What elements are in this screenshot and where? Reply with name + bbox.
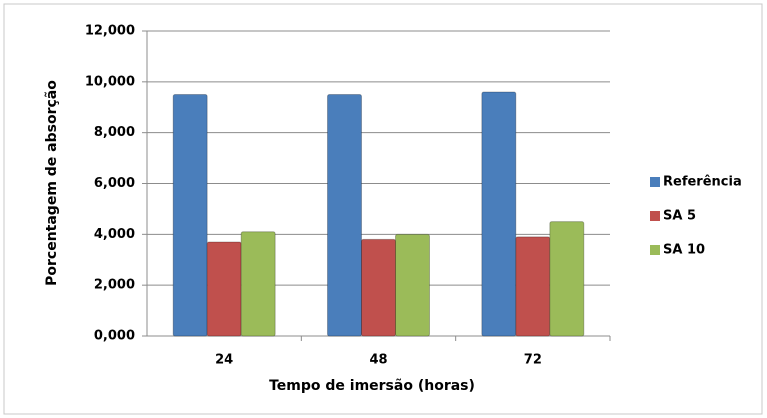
y-tick-label: 0,000 bbox=[94, 329, 135, 344]
bar bbox=[515, 236, 551, 337]
x-tick-label: 48 bbox=[369, 353, 387, 368]
y-axis-title: Porcentagem de absorção bbox=[44, 80, 60, 286]
y-tick-label: 8,000 bbox=[94, 125, 135, 140]
x-tick-label: 24 bbox=[215, 353, 233, 368]
y-tick-label: 6,000 bbox=[94, 176, 135, 191]
bar bbox=[361, 238, 396, 337]
chart-frame bbox=[3, 3, 763, 415]
bar bbox=[395, 233, 430, 337]
y-tick-label: 4,000 bbox=[94, 227, 135, 242]
y-tick-label: 12,000 bbox=[85, 24, 135, 39]
bar bbox=[206, 241, 242, 337]
legend-label: SA 10 bbox=[663, 243, 705, 258]
bar bbox=[327, 94, 362, 337]
legend-swatch bbox=[650, 211, 660, 221]
legend-swatch bbox=[650, 177, 660, 187]
y-tick-label: 10,000 bbox=[85, 74, 135, 89]
bar bbox=[549, 221, 585, 337]
x-axis-title: Tempo de imersão (horas) bbox=[269, 378, 475, 394]
legend-label: Referência bbox=[663, 175, 742, 190]
bar bbox=[481, 91, 517, 337]
y-tick-label: 2,000 bbox=[94, 278, 135, 293]
x-tick-label: 72 bbox=[524, 353, 542, 368]
bar bbox=[172, 94, 208, 337]
bar bbox=[240, 231, 276, 337]
legend-label: SA 5 bbox=[663, 209, 696, 224]
legend-swatch bbox=[650, 245, 660, 255]
